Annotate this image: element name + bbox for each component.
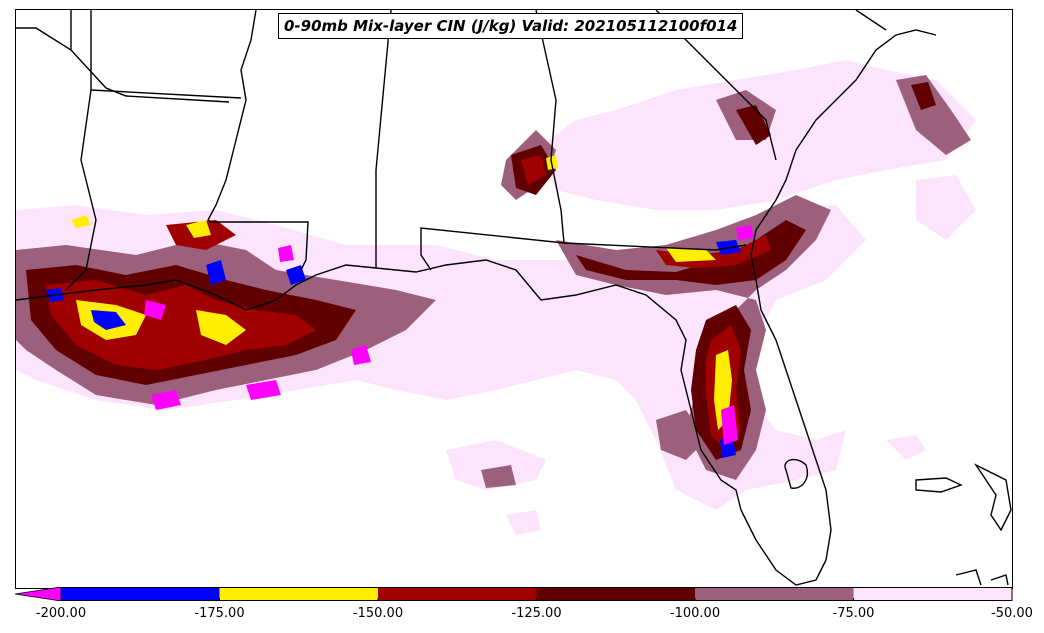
- colorbar-bin-2: [378, 587, 537, 601]
- colorbar: [15, 587, 1013, 601]
- colorbar-bin-3: [536, 587, 695, 601]
- map-title: 0-90mb Mix-layer CIN (J/kg) Valid: 20210…: [278, 13, 744, 39]
- colorbar-tick-label: -75.00: [832, 606, 875, 621]
- colorbar-bin-5: [853, 587, 1012, 601]
- colorbar-tick-label: -200.00: [35, 606, 87, 621]
- colorbar-tick-label: -50.00: [991, 606, 1033, 621]
- colorbar-tick-label: -125.00: [511, 606, 562, 621]
- cin-map: [16, 10, 1012, 586]
- map-panel: [15, 9, 1013, 589]
- colorbar-tick-label: -150.00: [352, 606, 404, 621]
- colorbar-bin-0: [61, 587, 220, 601]
- cin-field-magenta: [144, 225, 754, 445]
- colorbar-under-arrow: [15, 587, 62, 601]
- colorbar-tick-label: -175.00: [194, 606, 245, 621]
- colorbar-tick-label: -100.00: [669, 606, 721, 621]
- colorbar-bin-4: [695, 587, 854, 601]
- colorbar-bin-1: [219, 587, 378, 601]
